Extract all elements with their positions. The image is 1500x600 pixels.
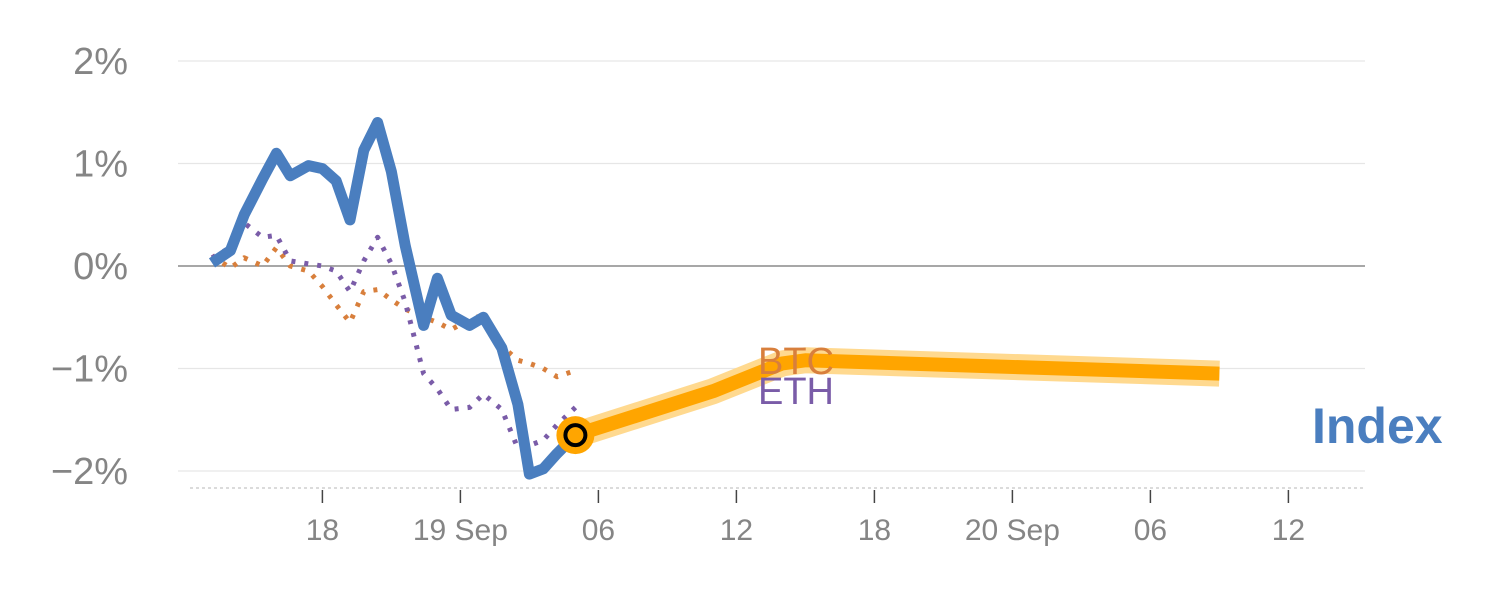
series-line-index <box>208 117 580 480</box>
y-tick-label: −1% <box>51 349 128 391</box>
x-tick-label: 19 Sep <box>413 514 508 547</box>
y-axis-ticks: 2% 1% 0% −1% −2% <box>51 41 128 493</box>
series-label-btc: BTC <box>758 341 834 383</box>
x-tick-label: 18 <box>306 514 339 547</box>
x-axis-ticks: 18 19 Sep 06 12 18 20 Sep 06 12 <box>306 490 1305 547</box>
y-tick-label: −2% <box>51 451 128 493</box>
y-tick-label: 2% <box>73 41 128 83</box>
series-label-index: Index <box>1312 398 1443 454</box>
series-line-btc <box>210 245 577 380</box>
grid-lines <box>178 60 1365 489</box>
x-tick-label: 12 <box>1272 514 1305 547</box>
x-tick-label: 20 Sep <box>965 514 1060 547</box>
y-tick-label: 0% <box>73 246 128 288</box>
series-line-index-forecast <box>573 353 1220 442</box>
series-label-eth: ETH <box>758 371 834 413</box>
x-tick-label: 06 <box>1134 514 1167 547</box>
x-tick-label: 18 <box>858 514 891 547</box>
series-labels: BTC ETH Index <box>758 341 1443 454</box>
x-tick-label: 06 <box>582 514 615 547</box>
series-group <box>208 117 1220 480</box>
y-tick-label: 1% <box>73 144 128 186</box>
current-marker <box>563 423 588 448</box>
current-marker-halo <box>556 416 595 455</box>
x-tick-label: 12 <box>720 514 753 547</box>
